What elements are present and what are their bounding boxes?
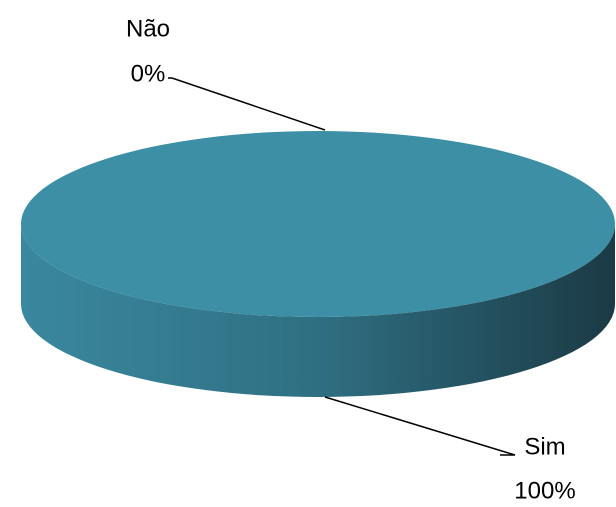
value-label: 100% xyxy=(514,477,575,504)
pie-side xyxy=(21,224,615,397)
leader-line xyxy=(168,77,326,131)
category-label: Não xyxy=(126,15,170,42)
pie-slice xyxy=(21,131,615,317)
value-label: 0% xyxy=(131,60,166,87)
leader-line xyxy=(324,396,516,456)
category-label: Sim xyxy=(524,433,565,460)
